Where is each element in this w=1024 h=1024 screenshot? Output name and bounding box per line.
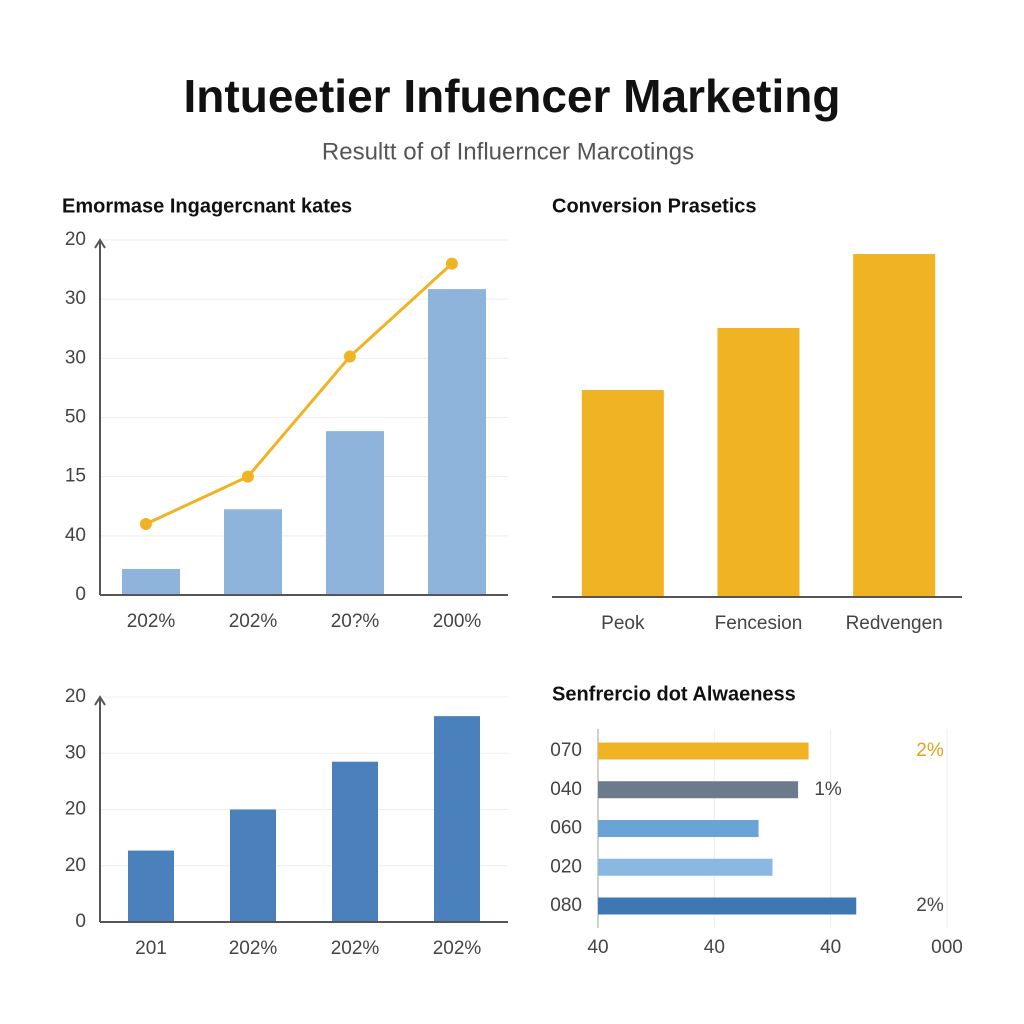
x-tick-label: 201 <box>135 938 167 959</box>
bar <box>581 390 664 597</box>
x-tick-label: 200% <box>433 611 482 632</box>
bar <box>326 431 384 595</box>
y-tick-label: 0 <box>75 911 86 932</box>
axis-arrow <box>94 238 106 249</box>
x-tick-label: 202% <box>433 938 482 959</box>
y-tick-label: 15 <box>65 466 86 487</box>
y-tick-label: 020 <box>550 856 582 877</box>
x-tick-label: Fencesion <box>715 613 803 634</box>
bar <box>428 289 486 595</box>
bar <box>598 781 799 799</box>
x-tick-label: 202% <box>229 938 278 959</box>
y-tick-label: 080 <box>550 895 582 916</box>
line-point <box>343 350 356 363</box>
y-tick-label: 20 <box>65 855 86 876</box>
page-subtitle: Resultt of of Influerncer Marcotings <box>322 138 694 165</box>
y-tick-label: 20 <box>65 229 86 250</box>
y-tick-label: 20 <box>65 799 86 820</box>
chart-title: Senfrercio dot Alwaeness <box>552 683 796 705</box>
x-tick-label: 40 <box>587 937 608 958</box>
y-tick-label: 070 <box>550 740 582 761</box>
x-tick-label: 202% <box>229 611 278 632</box>
line <box>145 262 453 526</box>
x-tick-label: 20?% <box>331 611 380 632</box>
x-tick-label: 40 <box>820 937 841 958</box>
y-tick-label: 040 <box>550 779 582 800</box>
annotation: 2% <box>916 740 944 761</box>
bar <box>598 820 759 837</box>
chart-title: Emormase Ingagercnant kates <box>62 195 352 217</box>
y-tick-label: 060 <box>550 818 582 839</box>
line-point <box>445 257 458 270</box>
y-tick-label: 40 <box>65 525 86 546</box>
bar <box>128 850 174 922</box>
chart-title: Conversion Prasetics <box>552 195 757 217</box>
annotation: 1% <box>814 779 842 800</box>
annotation: 2% <box>916 895 944 916</box>
bar <box>332 761 378 922</box>
line-point <box>139 518 152 530</box>
bar <box>717 328 800 597</box>
y-tick-label: 20 <box>65 686 86 707</box>
y-tick-label: 30 <box>65 347 86 368</box>
x-tick-label: 202% <box>127 611 176 632</box>
page-title: Intueetier Infuencer Marketing <box>184 70 841 122</box>
axis-arrow <box>94 695 106 706</box>
y-tick-label: 30 <box>65 742 86 763</box>
bar <box>598 858 773 876</box>
bar <box>598 897 857 915</box>
x-tick-label: 40 <box>704 937 725 958</box>
bar <box>230 809 276 922</box>
line-point <box>241 470 254 483</box>
x-tick-label: 000 <box>931 937 963 958</box>
bar <box>434 716 480 922</box>
y-tick-label: 30 <box>65 288 86 309</box>
x-tick-label: 202% <box>331 938 380 959</box>
bar <box>598 742 809 760</box>
bar <box>853 254 936 597</box>
bar <box>224 509 282 595</box>
y-tick-label: 50 <box>65 407 86 428</box>
x-tick-label: Redvengen <box>846 613 943 634</box>
x-tick-label: Peok <box>601 613 645 634</box>
bar <box>122 568 180 595</box>
y-tick-label: 0 <box>75 584 86 605</box>
